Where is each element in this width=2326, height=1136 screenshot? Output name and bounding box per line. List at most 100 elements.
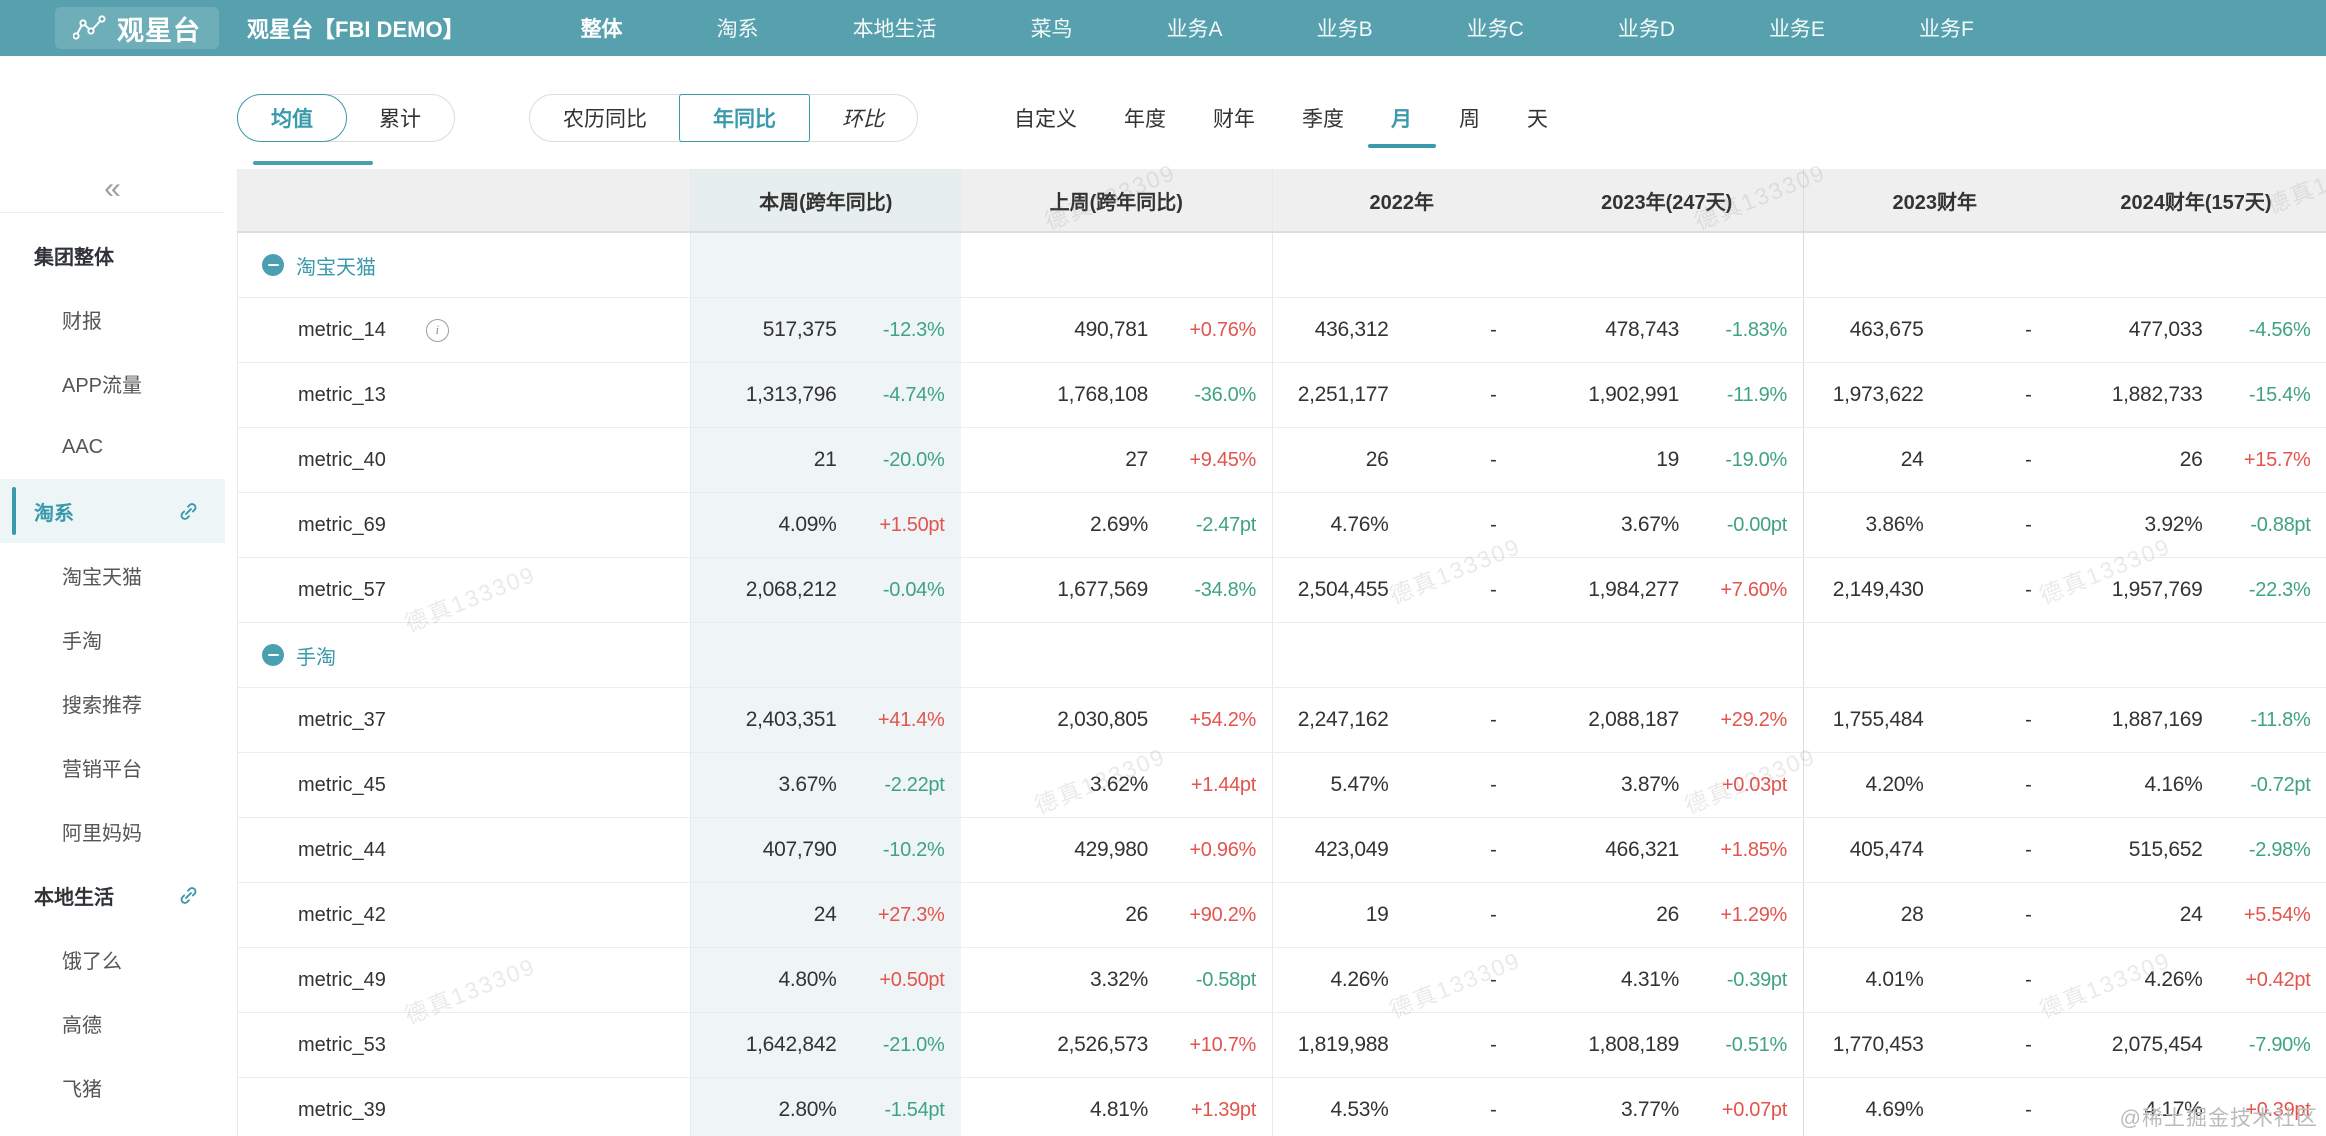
cell-value: 517,375 [762,318,837,341]
compare-option-农历同比[interactable]: 农历同比 [563,108,647,131]
value-cell: 4.69% - [1803,1077,2066,1136]
sidebar-item-饿了么[interactable]: 饿了么 [0,927,225,991]
cell-value: 3.32% [1089,968,1148,991]
sidebar-item-集团整体[interactable]: 集团整体 [0,223,225,287]
sidebar-item-财报[interactable]: 财报 [0,287,225,351]
cell-value: 3.87% [1620,773,1679,796]
constellation-chart-icon [73,15,107,41]
collapse-group-icon[interactable] [262,254,284,276]
cell-delta: -2.22pt [884,773,945,796]
sidebar-item-APP流量[interactable]: APP流量 [0,351,225,415]
sidebar-item-淘宝天猫[interactable]: 淘宝天猫 [0,543,225,607]
row-label-cell: metric_13 [237,362,691,428]
nav-item-业务A[interactable]: 业务A [1166,18,1223,41]
nav-item-业务B[interactable]: 业务B [1316,18,1373,41]
cell-value: 477,033 [2128,318,2203,341]
cell-delta: +7.60% [1720,578,1787,601]
table-row: metric_13 1,313,796 -4.74% 1,768,108 -36.0% 2… [237,362,2326,428]
sidebar: « 集团整体财报 APP流量 AAC 淘系 淘宝天猫手淘搜索推荐营销平台 阿里妈妈 本地生活… [0,56,225,1136]
horizontal-scrollbar-thumb[interactable] [253,161,373,165]
metric-label: metric_40 [298,448,386,471]
period-tab-季度[interactable]: 季度 [1302,108,1344,131]
value-cell: 1,957,769 -22.3% [2065,557,2326,623]
cell-value: 24 [813,903,837,926]
sidebar-item-营销平台[interactable]: 营销平台 [0,735,225,799]
period-tab-财年[interactable]: 财年 [1213,108,1255,131]
aggregation-toggle: 均值 累计 [237,94,455,142]
cell-delta: +0.76% [1189,318,1256,341]
nav-item-业务D[interactable]: 业务D [1617,18,1675,41]
cell-delta: - [2025,708,2032,731]
metric-label: metric_57 [298,578,386,601]
watermark-badge: @稀土掘金技术社区 [2119,1107,2318,1130]
nav-item-菜鸟[interactable]: 菜鸟 [1030,18,1073,41]
cell-delta: -0.51% [1725,1033,1787,1056]
value-cell: 4.31% -0.39pt [1530,947,1804,1013]
cell-delta: -12.3% [882,318,945,341]
cell-delta: -0.88pt [2250,513,2311,536]
cell-value: 24 [2179,903,2203,926]
column-header: 本周(跨年同比) [690,169,961,233]
cell-value: 2,030,805 [1057,708,1148,731]
agg-option-累计[interactable]: 累计 [379,108,421,131]
sidebar-item-高德[interactable]: 高德 [0,991,225,1055]
cell-delta: -34.8% [1194,578,1256,601]
link-icon[interactable] [178,885,199,906]
metric-label: metric_69 [298,513,386,536]
link-icon[interactable] [178,501,199,522]
cell-delta: -0.04% [882,578,945,601]
data-table-area: 本周(跨年同比) 上周(跨年同比) 2022年 2023年(247天) 2023财年 20… [237,158,2326,1136]
sidebar-item-淘系[interactable]: 淘系 [0,479,225,543]
nav-item-业务E[interactable]: 业务E [1768,18,1825,41]
agg-option-均值[interactable]: 均值 [237,94,347,142]
sidebar-collapse-button[interactable]: « [0,166,225,213]
sidebar-item-本地生活[interactable]: 本地生活 [0,863,225,927]
sidebar-item-阿里妈妈[interactable]: 阿里妈妈 [0,799,225,863]
cell-delta: -15.4% [2248,383,2311,406]
collapse-group-icon[interactable] [262,644,284,666]
nav-item-业务C[interactable]: 业务C [1466,18,1524,41]
app-logo[interactable]: 观星台 [55,7,219,49]
sidebar-item-label: 搜索推荐 [62,694,142,717]
sidebar-item-label: AAC [62,435,104,458]
value-cell: 4.01% - [1803,947,2066,1013]
value-cell: 1,768,108 -36.0% [960,362,1273,428]
sidebar-menu: 集团整体财报 APP流量 AAC 淘系 淘宝天猫手淘搜索推荐营销平台 阿里妈妈 本地生活 饿了… [0,213,225,1119]
period-tab-年度[interactable]: 年度 [1124,108,1166,131]
empty-cell [960,622,1273,688]
value-cell: 3.77% +0.07pt [1530,1077,1804,1136]
compare-option-环比[interactable]: 环比 [842,108,884,131]
compare-option-年同比[interactable]: 年同比 [679,94,810,142]
info-icon[interactable]: i [425,318,449,342]
sidebar-item-飞猪[interactable]: 飞猪 [0,1055,225,1119]
cell-delta: - [2025,513,2032,536]
period-tab-周[interactable]: 周 [1459,108,1480,131]
period-tab-自定义[interactable]: 自定义 [1014,108,1077,131]
nav-item-业务F[interactable]: 业务F [1918,18,1974,41]
sidebar-item-搜索推荐[interactable]: 搜索推荐 [0,671,225,735]
nav-item-本地生活[interactable]: 本地生活 [852,18,937,41]
row-label-cell: metric_57 [237,557,691,623]
row-label-cell: metric_42 [237,882,691,948]
cell-delta: +1.44pt [1190,773,1256,796]
empty-cell [2065,232,2326,298]
value-cell: 4.76% - [1272,492,1531,558]
nav-item-淘系[interactable]: 淘系 [716,18,759,41]
sidebar-item-手淘[interactable]: 手淘 [0,607,225,671]
value-cell: 2,247,162 - [1272,687,1531,753]
cell-delta: - [1490,318,1497,341]
cell-value: 3.67% [778,773,837,796]
cell-delta: +5.54% [2243,903,2311,926]
nav-item-整体[interactable]: 整体 [580,18,623,41]
cell-delta: - [1490,448,1497,471]
period-tab-天[interactable]: 天 [1527,108,1548,131]
cell-value: 19 [1656,448,1679,471]
sidebar-item-label: 手淘 [62,630,102,653]
value-cell: 2,075,454 -7.90% [2065,1012,2326,1078]
value-cell: 26 +90.2% [960,882,1273,948]
period-tab-月[interactable]: 月 [1391,103,1412,133]
sidebar-item-AAC[interactable]: AAC [0,415,225,479]
cell-value: 1,768,108 [1057,383,1148,406]
metric-label: metric_44 [298,838,386,861]
sidebar-item-label: 集团整体 [34,246,114,269]
